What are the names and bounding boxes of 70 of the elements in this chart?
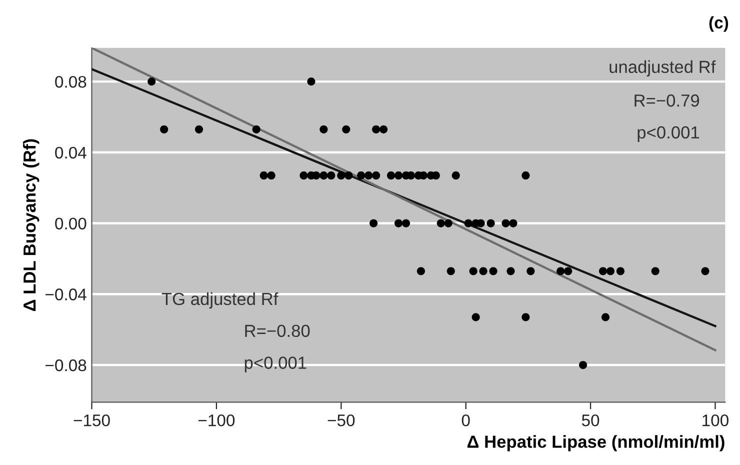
y-tick-label: −0.04 — [46, 288, 86, 300]
point — [372, 171, 380, 180]
y-tick-label: 0.04 — [55, 146, 86, 159]
point — [194, 125, 204, 134]
x-axis-title: Δ Hepatic Lipase (nmol/min/ml) — [467, 435, 724, 452]
point — [370, 219, 378, 228]
point — [564, 267, 572, 276]
point — [402, 219, 410, 228]
point — [379, 125, 388, 134]
point — [469, 267, 478, 276]
point — [651, 267, 660, 276]
point — [464, 219, 472, 228]
annotation: p<0.001 — [244, 356, 306, 372]
annotation: unadjusted Rf — [610, 60, 716, 76]
annotation: R=−0.79 — [634, 94, 700, 107]
point — [344, 171, 353, 180]
point — [606, 267, 615, 276]
point — [579, 360, 588, 370]
point — [522, 171, 530, 180]
x-tick-label: −150 — [74, 414, 110, 426]
point — [526, 267, 535, 276]
point — [444, 219, 452, 228]
x-tick-label: 100 — [702, 414, 728, 426]
y-tick-label: 0.08 — [55, 76, 86, 88]
point — [522, 313, 530, 322]
y-tick-label: −0.08 — [46, 359, 86, 372]
point — [342, 125, 350, 134]
point — [436, 219, 445, 228]
point — [386, 171, 396, 180]
point — [556, 267, 565, 276]
point — [307, 78, 316, 86]
point — [300, 171, 308, 180]
point — [509, 219, 518, 228]
point — [446, 267, 455, 276]
point — [416, 267, 425, 276]
point — [489, 267, 498, 276]
point — [394, 219, 403, 228]
y-axis-title: Δ LDL Buoyancy (Rf) — [22, 139, 40, 311]
point — [452, 171, 460, 180]
point — [320, 171, 328, 180]
point — [472, 313, 480, 322]
point — [701, 267, 710, 276]
point — [479, 267, 488, 276]
x-tick-label: 50 — [582, 414, 600, 426]
point — [394, 171, 403, 180]
point — [267, 171, 276, 180]
point — [502, 219, 510, 228]
x-tick-label: 0 — [462, 414, 470, 426]
point — [372, 125, 380, 134]
y-tick-label: 0.00 — [55, 218, 86, 230]
point — [320, 125, 328, 134]
point — [616, 267, 625, 276]
point — [357, 171, 366, 180]
point — [260, 171, 268, 180]
x-tick-label: −50 — [328, 414, 355, 426]
point — [598, 267, 608, 276]
point — [486, 219, 495, 228]
point — [252, 125, 260, 134]
point — [601, 313, 610, 322]
annotation: TG adjusted Rf — [162, 292, 278, 309]
annotation: R=−0.80 — [245, 324, 310, 338]
point — [148, 78, 156, 86]
point — [327, 171, 336, 180]
x-tick-label: −100 — [198, 414, 235, 426]
point — [337, 171, 346, 180]
point — [364, 171, 373, 180]
annotation: p<0.001 — [638, 126, 700, 142]
point — [160, 125, 168, 134]
point — [506, 267, 515, 276]
text: (c) — [709, 16, 728, 32]
